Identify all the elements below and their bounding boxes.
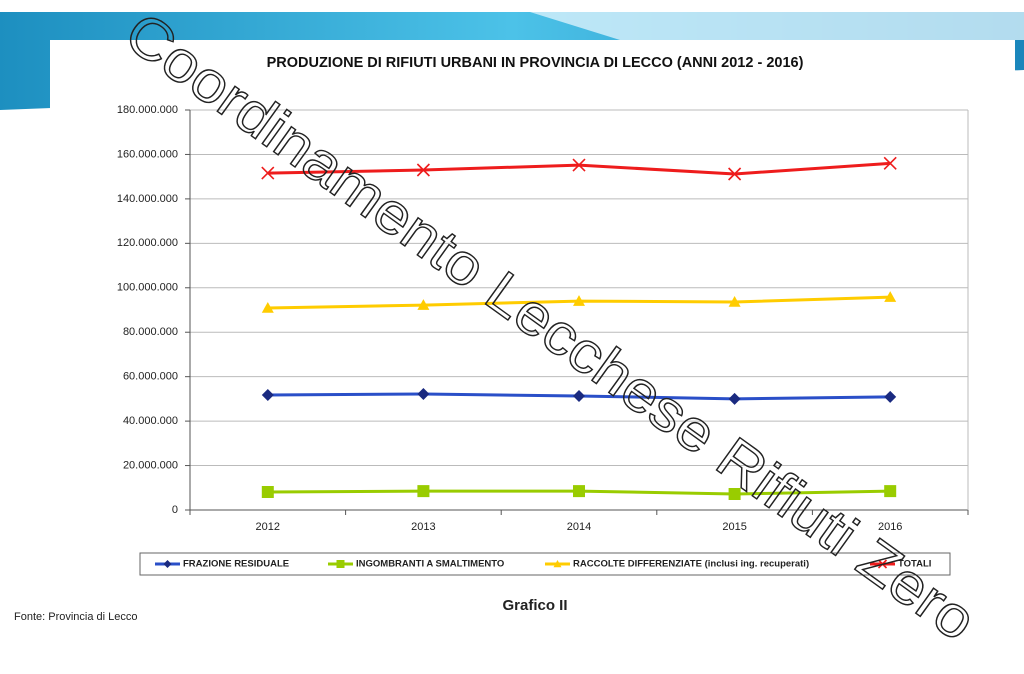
- chart-panel: [50, 40, 1015, 635]
- legend-label: TOTALI: [898, 559, 931, 570]
- data-point: [884, 390, 897, 403]
- source-note: Fonte: Provincia di Lecco: [14, 611, 138, 623]
- data-point: [573, 390, 585, 402]
- data-point: [416, 163, 430, 177]
- y-tick-label: 20.000.000: [123, 459, 178, 471]
- y-tick-label: 60.000.000: [123, 371, 178, 383]
- data-point: [573, 295, 585, 306]
- legend-marker: [877, 559, 888, 569]
- legend-marker: [553, 560, 562, 568]
- data-point: [728, 296, 741, 307]
- data-point: [261, 302, 274, 313]
- legend-label: FRAZIONE RESIDUALE: [183, 559, 289, 570]
- data-point: [417, 388, 430, 400]
- x-tick-label: 2014: [567, 521, 591, 533]
- header-stripe: [530, 12, 1024, 40]
- x-tick-label: 2016: [878, 521, 902, 533]
- data-point: [884, 485, 897, 498]
- data-point: [573, 485, 585, 498]
- x-tick-label: 2012: [256, 521, 280, 533]
- data-point: [417, 299, 430, 310]
- data-point: [884, 291, 897, 302]
- y-tick-label: 120.000.000: [117, 237, 178, 249]
- y-tick-label: 0: [172, 504, 178, 516]
- chart-title: PRODUZIONE DI RIFIUTI URBANI IN PROVINCI…: [267, 55, 804, 71]
- legend-marker: [336, 560, 345, 568]
- data-point: [261, 389, 274, 401]
- y-tick-label: 80.000.000: [123, 326, 178, 338]
- y-tick-label: 160.000.000: [117, 148, 178, 160]
- y-tick-label: 140.000.000: [117, 193, 178, 205]
- x-tick-label: 2013: [411, 521, 435, 533]
- legend-marker: [163, 560, 172, 568]
- x-tick-label: 2015: [722, 521, 746, 533]
- y-tick-label: 180.000.000: [117, 104, 178, 116]
- legend-label: INGOMBRANTI A SMALTIMENTO: [356, 559, 504, 570]
- caption: Grafico II: [502, 597, 567, 614]
- data-point: [261, 486, 274, 498]
- y-tick-label: 100.000.000: [117, 282, 178, 294]
- data-point: [728, 167, 742, 181]
- data-point: [261, 166, 275, 180]
- y-tick-label: 40.000.000: [123, 415, 178, 427]
- data-point: [728, 392, 741, 405]
- legend-label: RACCOLTE DIFFERENZIATE (inclusi ing. rec…: [573, 559, 809, 570]
- data-point: [572, 158, 586, 172]
- data-point: [728, 488, 741, 500]
- data-point: [417, 485, 430, 498]
- data-point: [883, 156, 897, 170]
